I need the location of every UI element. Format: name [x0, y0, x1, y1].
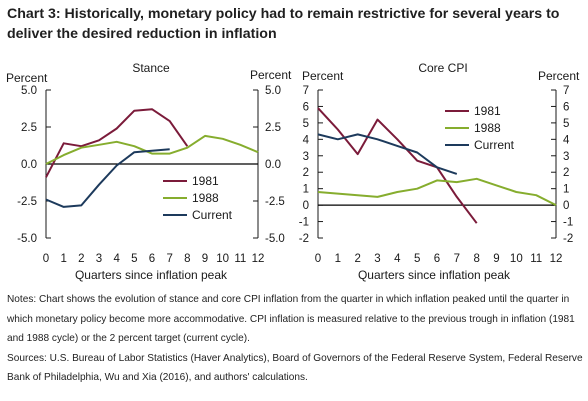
x-tick-label: 10: [510, 253, 523, 265]
x-tick-label: 7: [454, 253, 460, 265]
x-tick-label: 9: [202, 253, 208, 265]
left-tick-label: -5.0: [17, 233, 37, 245]
right-tick-label: 5.0: [265, 85, 281, 97]
panel-title: Stance: [132, 61, 170, 75]
series-line-current: [46, 149, 170, 207]
right-tick-label: 3: [563, 151, 569, 163]
x-tick-label: 4: [113, 253, 120, 265]
right-axis-label: Percent: [250, 68, 292, 82]
notes-text: Notes: Chart shows the evolution of stan…: [7, 290, 585, 349]
left-tick-label: 1: [303, 184, 309, 196]
panel-title: Core CPI: [418, 61, 467, 75]
right-tick-label: 5: [563, 118, 569, 130]
x-tick-label: 3: [96, 253, 102, 265]
left-tick-label: 5.0: [21, 85, 37, 97]
left-tick-label: -2: [299, 233, 309, 245]
x-tick-label: 8: [473, 253, 479, 265]
x-tick-label: 7: [166, 253, 172, 265]
legend-label: 1988: [474, 121, 501, 135]
left-tick-label: 2.5: [21, 122, 37, 134]
left-tick-label: -1: [299, 217, 309, 229]
x-tick-label: 5: [131, 253, 137, 265]
x-tick-label: 6: [434, 253, 440, 265]
right-tick-label: -5.0: [265, 233, 285, 245]
x-tick-label: 12: [550, 253, 563, 265]
x-axis-label: Quarters since inflation peak: [75, 268, 228, 282]
x-tick-label: 9: [493, 253, 499, 265]
chart-notes: Notes: Chart shows the evolution of stan…: [7, 290, 585, 388]
left-tick-label: 3: [303, 151, 309, 163]
series-line-1988: [318, 179, 556, 205]
legend-label: 1981: [474, 104, 501, 118]
x-tick-label: 10: [216, 253, 229, 265]
sources-text: Sources: U.S. Bureau of Labor Statistics…: [7, 349, 585, 388]
right-axis-label: Percent: [538, 69, 580, 83]
legend-label: Current: [192, 208, 233, 222]
x-tick-label: 11: [530, 253, 542, 265]
left-axis-label: Percent: [6, 71, 48, 85]
left-tick-label: 0.0: [21, 159, 37, 171]
right-tick-label: 2.5: [265, 122, 281, 134]
right-tick-label: -1: [563, 217, 573, 229]
series-line-1981: [46, 109, 187, 177]
right-tick-label: 4: [563, 134, 570, 146]
right-tick-label: 0.0: [265, 159, 281, 171]
left-tick-label: 0: [303, 200, 309, 212]
left-tick-label: 7: [303, 85, 309, 97]
x-tick-label: 0: [43, 253, 49, 265]
x-tick-label: 3: [374, 253, 380, 265]
x-tick-label: 4: [394, 253, 401, 265]
x-tick-label: 5: [414, 253, 420, 265]
x-tick-label: 1: [60, 253, 66, 265]
left-tick-label: 2: [303, 167, 309, 179]
x-tick-label: 8: [184, 253, 190, 265]
legend-label: 1988: [192, 191, 219, 205]
left-axis-label: Percent: [302, 69, 344, 83]
x-tick-label: 2: [78, 253, 84, 265]
x-tick-label: 0: [315, 253, 321, 265]
right-tick-label: 2: [563, 167, 569, 179]
x-tick-label: 1: [335, 253, 341, 265]
right-tick-label: -2.5: [265, 196, 285, 208]
right-tick-label: 7: [563, 85, 569, 97]
x-tick-label: 2: [354, 253, 360, 265]
right-tick-label: 0: [563, 200, 569, 212]
left-tick-label: 6: [303, 101, 309, 113]
x-tick-label: 12: [252, 253, 265, 265]
right-tick-label: -2: [563, 233, 573, 245]
x-tick-label: 11: [234, 253, 246, 265]
left-tick-label: 4: [303, 134, 310, 146]
x-tick-label: 6: [149, 253, 155, 265]
left-tick-label: 5: [303, 118, 309, 130]
right-tick-label: 1: [563, 184, 569, 196]
legend-label: Current: [474, 138, 515, 152]
series-line-1981: [318, 108, 477, 223]
left-tick-label: -2.5: [17, 196, 37, 208]
right-tick-label: 6: [563, 101, 569, 113]
x-axis-label: Quarters since inflation peak: [358, 268, 511, 282]
legend-label: 1981: [192, 174, 219, 188]
